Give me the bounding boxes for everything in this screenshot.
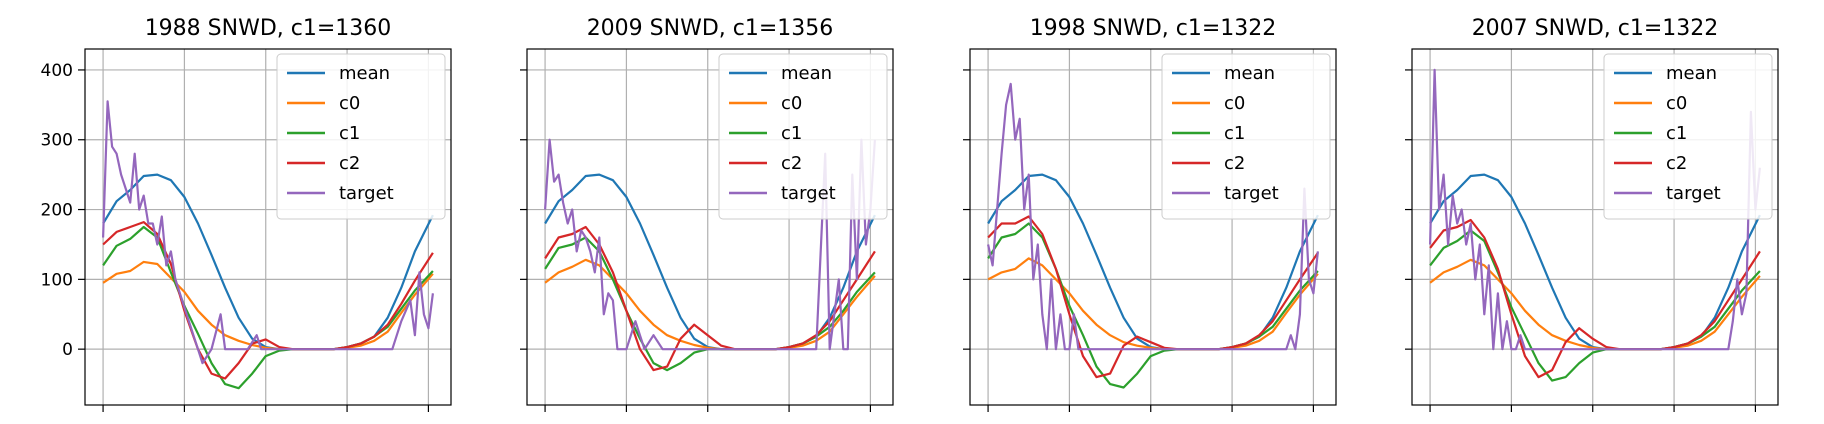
- legend: mean c0 c1 c2 target: [718, 53, 888, 220]
- legend-label-c2: c2: [781, 153, 802, 174]
- legend-label-target: target: [339, 183, 394, 204]
- y-tick-label: 300: [41, 131, 73, 151]
- series-line-c2: [987, 215, 1319, 379]
- legend-label-c0: c0: [781, 93, 802, 114]
- legend: mean c0 c1 c2 target: [1603, 53, 1773, 220]
- series-line-c0: [1429, 258, 1761, 351]
- legend-label-c2: c2: [1224, 153, 1245, 174]
- series-line-target: [544, 138, 876, 351]
- legend-box: [718, 53, 888, 220]
- plot-frame: [84, 48, 452, 406]
- legend: mean c0 c1 c2 target: [276, 53, 446, 220]
- legend-label-c2: c2: [339, 153, 360, 174]
- legend-box: [1161, 53, 1331, 220]
- series-group: [1429, 68, 1761, 382]
- legend-label-target: target: [1224, 183, 1279, 204]
- y-tick-label: 100: [41, 270, 73, 290]
- legend-label-c1: c1: [781, 123, 802, 144]
- legend-label-target: target: [781, 183, 836, 204]
- y-tick-label: 200: [41, 201, 73, 221]
- plot-frame: [969, 48, 1337, 406]
- series-line-c1: [102, 225, 434, 390]
- legend-label-c0: c0: [1224, 93, 1245, 114]
- plot-frame: [526, 48, 894, 406]
- legend-label-mean: mean: [1224, 63, 1275, 84]
- legend-box: [276, 53, 446, 220]
- y-tick-label: 0: [62, 340, 73, 360]
- panel-title: 1998 SNWD, c1=1322: [1030, 16, 1277, 41]
- legend-label-c0: c0: [339, 93, 360, 114]
- legend-label-c2: c2: [1666, 153, 1687, 174]
- panel-4: 2007 SNWD, c1=1322 mean c0 c1 c2 target: [1405, 16, 1779, 412]
- series-group: [544, 138, 876, 372]
- panel-3: 1998 SNWD, c1=1322 mean c0 c1 c2 target: [963, 16, 1337, 412]
- plot-frame: [1411, 48, 1779, 406]
- legend-box: [1603, 53, 1773, 220]
- legend-label-c1: c1: [339, 123, 360, 144]
- series-line-c2: [102, 221, 434, 380]
- legend-label-c1: c1: [1224, 123, 1245, 144]
- series-line-target: [102, 100, 434, 365]
- series-line-target: [1429, 68, 1761, 351]
- panel-title: 1988 SNWD, c1=1360: [145, 16, 392, 41]
- series-line-c0: [102, 260, 434, 351]
- series-group: [102, 100, 434, 390]
- y-tick-label: 400: [41, 61, 73, 81]
- legend-label-mean: mean: [339, 63, 390, 84]
- legend: mean c0 c1 c2 target: [1161, 53, 1331, 220]
- series-line-c1: [987, 222, 1319, 389]
- legend-label-c0: c0: [1666, 93, 1687, 114]
- panel-title: 2007 SNWD, c1=1322: [1472, 16, 1719, 41]
- legend-label-c1: c1: [1666, 123, 1687, 144]
- panel-2: 2009 SNWD, c1=1356 mean c0 c1 c2 target: [520, 16, 894, 412]
- series-group: [987, 82, 1319, 389]
- series-line-c0: [987, 257, 1319, 351]
- series-line-target: [987, 82, 1319, 351]
- legend-label-mean: mean: [781, 63, 832, 84]
- panel-title: 2009 SNWD, c1=1356: [587, 16, 834, 41]
- panel-1: 1988 SNWD, c1=1360 0 100 200 300 400 mean c0 c1 c…: [41, 16, 452, 412]
- series-line-c2: [1429, 218, 1761, 379]
- legend-label-mean: mean: [1666, 63, 1717, 84]
- series-line-c1: [1429, 229, 1761, 382]
- legend-label-target: target: [1666, 183, 1721, 204]
